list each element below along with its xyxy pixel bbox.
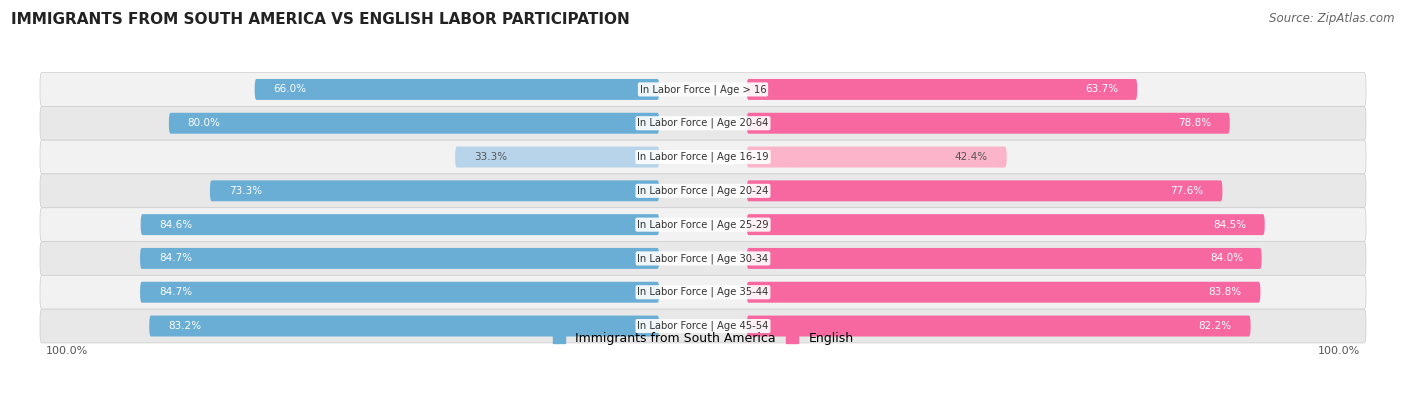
Text: In Labor Force | Age 30-34: In Labor Force | Age 30-34: [637, 253, 769, 264]
FancyBboxPatch shape: [149, 316, 659, 337]
FancyBboxPatch shape: [747, 282, 1260, 303]
FancyBboxPatch shape: [39, 106, 1367, 140]
FancyBboxPatch shape: [747, 147, 1007, 167]
Text: Source: ZipAtlas.com: Source: ZipAtlas.com: [1270, 12, 1395, 25]
Text: 83.8%: 83.8%: [1209, 287, 1241, 297]
Text: 82.2%: 82.2%: [1199, 321, 1232, 331]
Text: In Labor Force | Age 45-54: In Labor Force | Age 45-54: [637, 321, 769, 331]
FancyBboxPatch shape: [39, 309, 1367, 343]
FancyBboxPatch shape: [39, 174, 1367, 208]
Legend: Immigrants from South America, English: Immigrants from South America, English: [547, 327, 859, 350]
Text: 63.7%: 63.7%: [1085, 85, 1118, 94]
Text: 78.8%: 78.8%: [1178, 118, 1211, 128]
FancyBboxPatch shape: [254, 79, 659, 100]
Text: 73.3%: 73.3%: [229, 186, 262, 196]
Text: In Labor Force | Age 25-29: In Labor Force | Age 25-29: [637, 219, 769, 230]
Text: 84.5%: 84.5%: [1213, 220, 1246, 229]
FancyBboxPatch shape: [209, 181, 659, 201]
Text: 42.4%: 42.4%: [955, 152, 988, 162]
Text: 80.0%: 80.0%: [187, 118, 221, 128]
FancyBboxPatch shape: [747, 248, 1261, 269]
FancyBboxPatch shape: [141, 248, 659, 269]
Text: 84.0%: 84.0%: [1211, 254, 1243, 263]
Text: 66.0%: 66.0%: [273, 85, 307, 94]
Text: 84.7%: 84.7%: [159, 287, 193, 297]
FancyBboxPatch shape: [39, 73, 1367, 106]
FancyBboxPatch shape: [39, 275, 1367, 309]
FancyBboxPatch shape: [39, 241, 1367, 275]
FancyBboxPatch shape: [141, 214, 659, 235]
Text: 100.0%: 100.0%: [46, 346, 89, 356]
FancyBboxPatch shape: [747, 79, 1137, 100]
FancyBboxPatch shape: [141, 282, 659, 303]
FancyBboxPatch shape: [456, 147, 659, 167]
Text: 83.2%: 83.2%: [167, 321, 201, 331]
Text: In Labor Force | Age 16-19: In Labor Force | Age 16-19: [637, 152, 769, 162]
Text: In Labor Force | Age 35-44: In Labor Force | Age 35-44: [637, 287, 769, 297]
Text: 77.6%: 77.6%: [1171, 186, 1204, 196]
Text: In Labor Force | Age 20-64: In Labor Force | Age 20-64: [637, 118, 769, 128]
FancyBboxPatch shape: [747, 214, 1265, 235]
Text: 100.0%: 100.0%: [1317, 346, 1360, 356]
Text: In Labor Force | Age > 16: In Labor Force | Age > 16: [640, 84, 766, 95]
Text: 84.7%: 84.7%: [159, 254, 193, 263]
FancyBboxPatch shape: [747, 113, 1230, 134]
Text: IMMIGRANTS FROM SOUTH AMERICA VS ENGLISH LABOR PARTICIPATION: IMMIGRANTS FROM SOUTH AMERICA VS ENGLISH…: [11, 12, 630, 27]
FancyBboxPatch shape: [747, 316, 1250, 337]
Text: 33.3%: 33.3%: [474, 152, 508, 162]
FancyBboxPatch shape: [39, 208, 1367, 241]
FancyBboxPatch shape: [39, 140, 1367, 174]
FancyBboxPatch shape: [169, 113, 659, 134]
FancyBboxPatch shape: [747, 181, 1222, 201]
Text: 84.6%: 84.6%: [159, 220, 193, 229]
Text: In Labor Force | Age 20-24: In Labor Force | Age 20-24: [637, 186, 769, 196]
